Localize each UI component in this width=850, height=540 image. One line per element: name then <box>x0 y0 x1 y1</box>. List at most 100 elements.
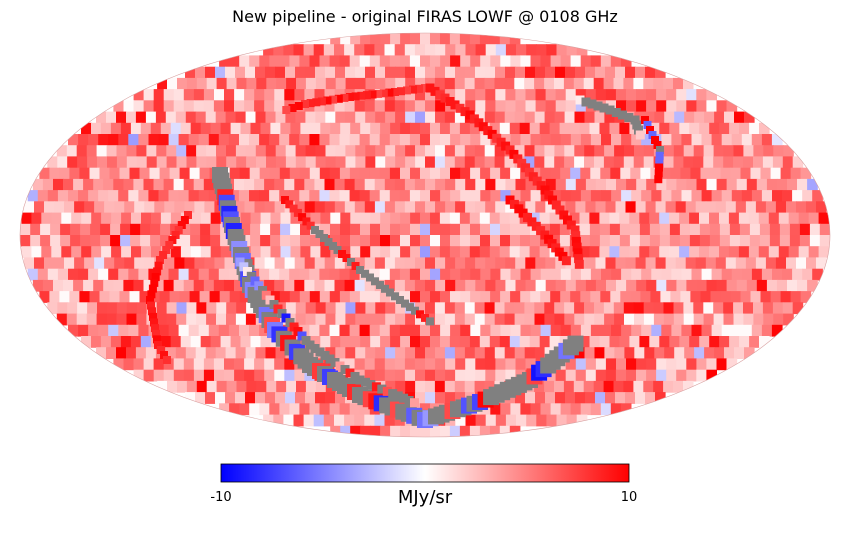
sky-pixel <box>344 201 356 214</box>
sky-pixel <box>574 347 586 359</box>
sky-pixel <box>585 257 596 270</box>
left-outer-arc-pixel <box>168 236 177 244</box>
sky-pixel <box>255 66 266 79</box>
sky-pixel <box>345 111 356 124</box>
sky-pixel <box>279 55 290 68</box>
sky-pixel <box>689 246 700 258</box>
sky-pixel <box>560 55 572 68</box>
sky-pixel <box>400 212 411 225</box>
sky-pixel <box>334 257 346 270</box>
sky-pixel <box>263 44 274 56</box>
sky-pixel <box>113 279 124 292</box>
sky-pixel <box>42 178 54 191</box>
sky-pixel <box>593 380 605 393</box>
sky-pixel <box>385 145 396 157</box>
sky-pixel <box>400 425 411 437</box>
sky-pixel <box>245 145 257 157</box>
sky-pixel <box>215 66 226 79</box>
sky-pixel <box>525 257 536 270</box>
sky-pixel <box>66 145 78 157</box>
sky-pixel <box>116 111 127 124</box>
sky-pixel <box>40 223 51 236</box>
sky-pixel <box>350 33 361 45</box>
sky-pixel <box>195 347 207 359</box>
sky-pixel <box>731 134 743 146</box>
sky-pixel <box>465 89 476 101</box>
sky-pixel <box>185 66 196 79</box>
sky-pixel <box>420 212 431 225</box>
sky-pixel <box>334 414 345 427</box>
sky-pixel <box>254 89 265 101</box>
sky-pixel <box>283 44 295 56</box>
sky-pixel <box>655 201 667 214</box>
sky-pixel <box>290 122 301 135</box>
sky-pixel <box>404 201 416 214</box>
sky-pixel <box>691 268 703 281</box>
sky-pixel <box>504 156 515 169</box>
sky-pixel <box>430 425 441 437</box>
lower-gray-arc-pixel <box>335 361 345 371</box>
sky-pixel <box>44 201 55 214</box>
sky-pixel <box>163 369 175 382</box>
sky-pixel <box>566 44 578 56</box>
sky-pixel <box>515 178 527 191</box>
left-outer-arc-pixel <box>177 221 186 229</box>
sky-pixel <box>615 392 626 404</box>
sky-pixel <box>420 190 431 202</box>
sky-pixel <box>600 167 611 180</box>
sky-pixel <box>484 156 496 169</box>
sky-pixel <box>244 358 255 371</box>
sky-pixel <box>772 156 784 169</box>
sky-pixel <box>216 380 228 393</box>
sky-pixel <box>400 246 411 258</box>
right-diagonal-pixel <box>450 100 460 110</box>
left-outer-arc-pixel <box>148 307 156 316</box>
sky-pixel <box>110 223 121 236</box>
sky-pixel <box>763 145 774 157</box>
sky-pixel <box>455 257 466 270</box>
sky-pixel <box>584 111 596 124</box>
sky-pixel <box>524 145 536 157</box>
sky-pixel <box>659 212 670 225</box>
sky-pixel <box>349 55 361 68</box>
sky-pixel <box>484 145 496 157</box>
sky-pixel <box>143 89 155 101</box>
sky-pixel <box>304 279 315 292</box>
sky-pixel <box>615 369 627 382</box>
sky-pixel <box>601 324 612 337</box>
sky-pixel <box>494 347 506 359</box>
sky-pixel <box>280 235 291 247</box>
sky-pixel <box>798 212 810 225</box>
sky-pixel <box>485 100 496 113</box>
sky-pixel <box>726 100 738 113</box>
sky-pixel <box>354 414 365 427</box>
sky-pixel <box>359 403 371 416</box>
sky-pixel <box>81 246 92 258</box>
sky-pixel <box>384 201 396 214</box>
sky-pixel <box>365 66 376 79</box>
sky-pixel <box>50 235 61 247</box>
sky-pixel <box>196 380 208 393</box>
sky-pixel <box>359 167 371 180</box>
sky-pixel <box>110 336 122 348</box>
sky-pixel <box>344 279 356 292</box>
sky-pixel <box>459 336 471 348</box>
sky-pixel <box>540 291 551 303</box>
sky-pixel <box>255 145 267 157</box>
sky-pixel <box>203 100 215 113</box>
sky-pixel <box>330 235 341 247</box>
sky-pixel <box>90 235 101 247</box>
sky-pixel <box>563 77 575 90</box>
sky-pixel <box>345 347 356 359</box>
lower-gray-arc-pixel <box>261 290 271 300</box>
sky-pixel <box>205 392 216 404</box>
sky-pixel <box>229 291 241 303</box>
sky-pixel <box>613 77 624 90</box>
sky-pixel <box>213 100 225 113</box>
sky-pixel <box>350 235 361 247</box>
sky-pixel <box>404 178 416 191</box>
sky-pixel <box>713 145 725 157</box>
sky-pixel <box>274 279 285 292</box>
sky-pixel <box>609 212 620 225</box>
sky-pixel <box>524 347 536 359</box>
